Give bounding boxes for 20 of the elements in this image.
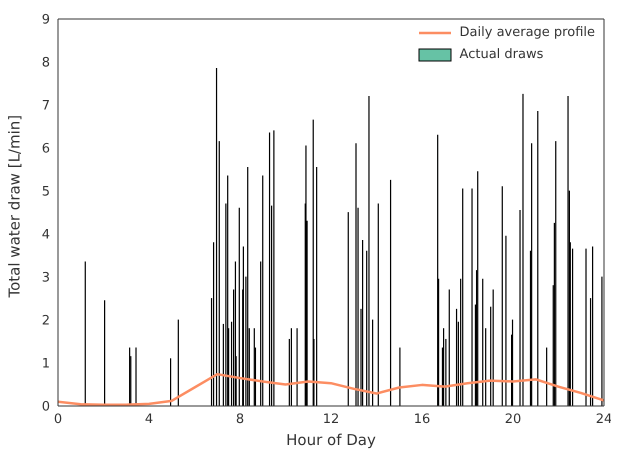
y-axis-title: Total water draw [L/min]: [5, 114, 24, 298]
y-tick-label: 3: [42, 270, 50, 286]
y-tick-label: 0: [42, 400, 50, 415]
y-tick-label: 7: [42, 98, 50, 114]
x-tick-label: 16: [414, 412, 430, 428]
y-tick-label: 6: [42, 142, 50, 157]
legend-label: Daily average profile: [460, 24, 595, 42]
y-tick-label: 1: [42, 356, 50, 372]
x-tick-label: 12: [322, 412, 340, 428]
x-tick-label: 0: [54, 412, 62, 428]
x-tick-label: 20: [504, 412, 522, 428]
x-tick-label: 4: [144, 412, 154, 428]
y-tick-label: 5: [42, 184, 50, 200]
legend-label: Actual draws: [460, 46, 544, 64]
y-tick-label: 8: [42, 56, 50, 71]
x-tick-label: 8: [236, 412, 244, 428]
y-tick-label: 4: [42, 228, 50, 243]
y-tick-label: 2: [42, 314, 50, 329]
y-tick-label: 9: [42, 12, 50, 28]
x-axis-title: Hour of Day: [286, 431, 376, 449]
